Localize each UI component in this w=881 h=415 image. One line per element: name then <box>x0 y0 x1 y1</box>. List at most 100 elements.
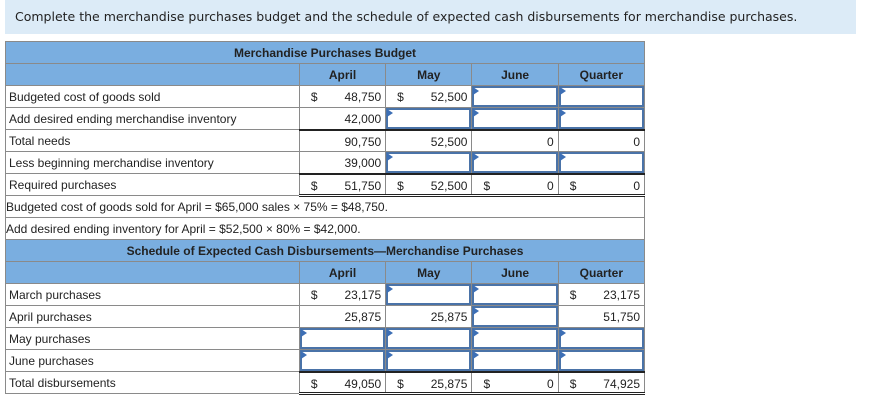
calculation-note: Budgeted cost of goods sold for April = … <box>5 195 645 218</box>
input-field[interactable] <box>386 108 471 129</box>
input-marker-icon <box>387 351 394 359</box>
value-cell-april: 42,000 <box>298 107 387 130</box>
cell-value: 0 <box>633 178 640 193</box>
cell-value: 49,050 <box>344 376 382 391</box>
input-field[interactable] <box>386 284 471 305</box>
row-label: Less beginning merchandise inventory <box>5 151 300 174</box>
value-cell-quarter: $23,175 <box>557 283 646 306</box>
input-cell-may[interactable] <box>385 349 473 372</box>
cash-schedule-title-row: Schedule of Expected Cash Disbursements—… <box>5 239 645 262</box>
input-cell-june[interactable] <box>471 107 559 130</box>
input-marker-icon <box>387 285 394 293</box>
input-field[interactable] <box>472 152 558 173</box>
input-cell-april[interactable] <box>298 327 387 350</box>
input-cell-quarter[interactable] <box>557 151 646 174</box>
input-cell-quarter[interactable] <box>557 85 646 108</box>
input-field[interactable] <box>300 350 385 371</box>
value-cell-quarter: 51,750 <box>557 305 646 328</box>
value-cell-june: $0 <box>471 172 559 197</box>
cell-value: 74,925 <box>603 376 640 391</box>
dollar-sign: $ <box>397 178 404 193</box>
dollar-sign: $ <box>310 288 318 302</box>
column-header-quarter: Quarter <box>557 261 646 284</box>
budget-worksheet: Merchandise Purchases Budget April May June… <box>5 41 646 395</box>
note-row: Budgeted cost of goods sold for April = … <box>5 195 645 218</box>
calculation-note: Add desired ending inventory for April =… <box>5 217 645 240</box>
input-cell-quarter[interactable] <box>557 327 646 350</box>
row-label: Required purchases <box>5 173 300 196</box>
input-cell-june[interactable] <box>471 151 559 174</box>
row-label: May purchases <box>5 327 300 350</box>
input-cell-june[interactable] <box>471 305 559 328</box>
input-marker-icon <box>473 351 480 359</box>
input-cell-june[interactable] <box>471 327 559 350</box>
dollar-sign: $ <box>569 288 577 302</box>
dollar-sign: $ <box>569 376 577 391</box>
input-field[interactable] <box>386 328 471 349</box>
cash-schedule-header-row: April May June Quarter <box>5 261 646 284</box>
row-label: Total needs <box>5 129 300 152</box>
input-cell-june[interactable] <box>471 283 559 306</box>
input-field[interactable] <box>559 86 644 107</box>
input-cell-may[interactable] <box>385 107 473 130</box>
dollar-sign: $ <box>483 376 491 391</box>
value-cell-april: $51,750 <box>298 172 387 197</box>
input-cell-april[interactable] <box>298 349 387 372</box>
cell-value: 51,750 <box>344 178 382 193</box>
input-field[interactable] <box>386 152 471 173</box>
table-row: Total needs 90,750 52,500 0 0 <box>5 128 646 152</box>
input-marker-icon <box>387 153 394 161</box>
row-label: Budgeted cost of goods sold <box>5 85 300 108</box>
input-field[interactable] <box>472 86 558 107</box>
input-field[interactable] <box>559 152 644 173</box>
input-field[interactable] <box>472 284 558 305</box>
cell-value: 52,500 <box>430 178 468 193</box>
cell-value: 52,500 <box>430 134 468 149</box>
cell-value: 52,500 <box>430 90 468 104</box>
input-field[interactable] <box>559 328 644 349</box>
cell-value: 48,750 <box>344 90 382 104</box>
table-row: Required purchases $51,750 $52,500 $0 $0 <box>5 172 646 197</box>
input-field[interactable] <box>386 350 471 371</box>
value-cell-may: $52,500 <box>385 85 473 108</box>
value-cell-april: $49,050 <box>298 370 387 395</box>
input-cell-quarter[interactable] <box>557 107 646 130</box>
input-cell-may[interactable] <box>385 151 473 174</box>
input-marker-icon <box>559 109 566 117</box>
input-field[interactable] <box>559 108 644 129</box>
cell-value: 0 <box>547 178 554 193</box>
input-cell-quarter[interactable] <box>557 349 646 372</box>
dollar-sign: $ <box>310 376 318 391</box>
input-field[interactable] <box>472 108 558 129</box>
input-cell-june[interactable] <box>471 85 559 108</box>
input-field[interactable] <box>472 350 558 371</box>
input-cell-may[interactable] <box>385 283 473 306</box>
input-field[interactable] <box>472 328 558 349</box>
value-cell-quarter: $0 <box>557 172 646 197</box>
cell-value: 90,750 <box>344 134 382 149</box>
dollar-sign: $ <box>569 178 577 193</box>
input-field[interactable] <box>559 350 644 371</box>
input-marker-icon <box>473 307 480 315</box>
table-row: March purchases $23,175 $23,175 <box>5 283 646 306</box>
table-row: Budgeted cost of goods sold $48,750 $52,50… <box>5 85 646 108</box>
input-marker-icon <box>387 329 394 337</box>
table-row: May purchases <box>5 327 646 350</box>
value-cell-may: 52,500 <box>385 128 473 152</box>
value-cell-june: 0 <box>471 128 559 152</box>
cell-value: 51,750 <box>603 310 640 324</box>
input-marker-icon <box>300 351 307 359</box>
value-cell-april: 90,750 <box>298 128 387 152</box>
input-cell-may[interactable] <box>385 327 473 350</box>
value-cell-quarter: $74,925 <box>557 370 646 395</box>
input-cell-june[interactable] <box>471 349 559 372</box>
input-marker-icon <box>559 87 566 95</box>
input-field[interactable] <box>472 306 558 327</box>
column-header-april: April <box>298 261 387 284</box>
input-marker-icon <box>300 329 307 337</box>
input-field[interactable] <box>300 328 385 349</box>
value-cell-june: $0 <box>471 370 559 395</box>
value-cell-may: $25,875 <box>385 370 473 395</box>
value-cell-april: 39,000 <box>298 151 387 174</box>
cell-value: 23,175 <box>344 288 382 302</box>
